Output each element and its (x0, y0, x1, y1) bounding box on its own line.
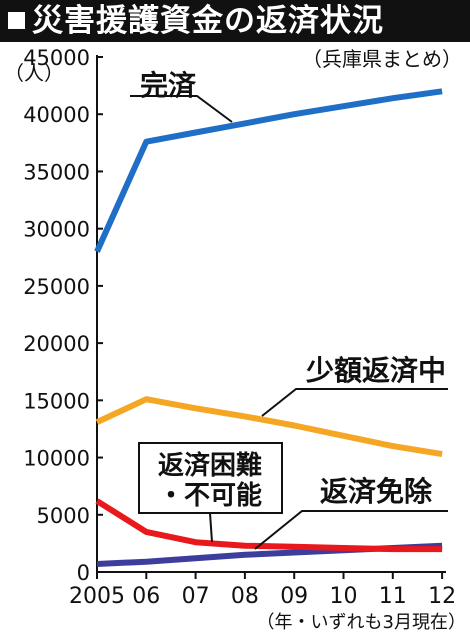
label-konnan-line2: ・不可能 (158, 480, 262, 511)
chart-title: 災害援護資金の返済状況 (32, 3, 384, 39)
x-tick-label: 07 (182, 584, 210, 609)
footnote: （年・いずれも3月現在） (257, 612, 466, 633)
leader-konnan (209, 512, 213, 543)
series-line-shogaku (95, 396, 443, 458)
title-bar: 災害援護資金の返済状況 (0, 0, 470, 42)
label-menjo: 返済免除 (320, 475, 433, 508)
callout-box-konnan (138, 442, 283, 514)
y-tick-label: 40000 (23, 103, 90, 127)
leader-kansai (130, 95, 233, 123)
x-tick-label: 09 (280, 584, 308, 609)
y-tick-label: 0 (77, 561, 90, 585)
y-tick-label: 10000 (23, 447, 90, 471)
leader-menjo (254, 510, 448, 550)
leader-shogaku (261, 388, 448, 417)
x-tick-label: 2005 (69, 584, 125, 609)
x-tick-label: 12 (428, 584, 456, 609)
x-tick-label: 08 (231, 584, 259, 609)
title-bullet-icon (8, 12, 25, 29)
series-line-konnan (95, 498, 443, 553)
x-tick-label: 11 (379, 584, 407, 609)
y-tick-label: 5000 (37, 504, 90, 528)
y-unit-label: （人） (4, 61, 64, 85)
y-tick-label: 15000 (23, 389, 90, 413)
series-line-kansai (94, 88, 443, 253)
label-konnan-line1: 返済困難 (158, 450, 262, 481)
x-tick-label: 10 (330, 584, 358, 609)
label-kansai: 完済 (140, 69, 197, 102)
source-note: （兵庫県まとめ） (302, 47, 462, 71)
label-shogaku: 少額返済中 (306, 354, 446, 387)
y-tick-label: 25000 (23, 275, 90, 299)
y-tick-label: 30000 (23, 218, 90, 242)
line-chart: 0 5000 10000 15000 20000 25000 30000 35000 40000… (4, 46, 466, 633)
y-tick-label: 35000 (23, 160, 90, 184)
x-tick-label: 06 (132, 584, 160, 609)
y-tick-label: 45000 (23, 46, 90, 70)
y-tick-label: 20000 (23, 332, 90, 356)
